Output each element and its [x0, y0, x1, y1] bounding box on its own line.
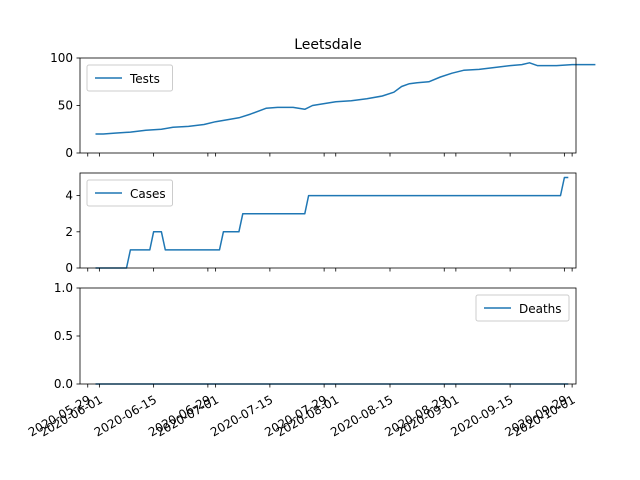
axes-frame — [79, 172, 577, 269]
y-tick-label: 0.5 — [54, 329, 73, 343]
legend: Deaths — [475, 294, 570, 322]
y-tick-label: 100 — [50, 51, 73, 65]
series-line-cases — [95, 176, 569, 269]
y-tick-label: 2 — [65, 225, 73, 239]
chart-panel: 0 50 100 Tests — [50, 51, 596, 160]
legend-label: Tests — [129, 72, 160, 86]
chart-panels: 0 50 100 Tests 0 2 4 Cases 0.0 0.5 1.0 Deaths — [50, 51, 596, 391]
chart-panel: 0.0 0.5 1.0 Deaths — [54, 281, 577, 391]
legend-box — [475, 294, 570, 322]
y-tick-label: 0 — [65, 261, 73, 275]
chart-panel: 0 2 4 Cases — [65, 172, 577, 275]
legend-box — [86, 179, 173, 207]
x-axis-tick-labels: 2020-05-292020-06-012020-06-152020-06-29… — [26, 392, 578, 439]
legend-label: Cases — [130, 187, 166, 201]
legend: Cases — [86, 179, 173, 207]
y-tick-label: 1.0 — [54, 281, 73, 295]
series-line-tests — [95, 62, 596, 135]
y-tick-label: 50 — [58, 99, 73, 113]
chart-title: Leetsdale — [294, 37, 362, 53]
y-tick-label: 0 — [65, 146, 73, 160]
y-tick-label: 4 — [65, 189, 73, 203]
y-tick-label: 0.0 — [54, 377, 73, 391]
legend: Tests — [86, 64, 173, 92]
legend-box — [86, 64, 173, 92]
legend-label: Deaths — [519, 302, 562, 316]
